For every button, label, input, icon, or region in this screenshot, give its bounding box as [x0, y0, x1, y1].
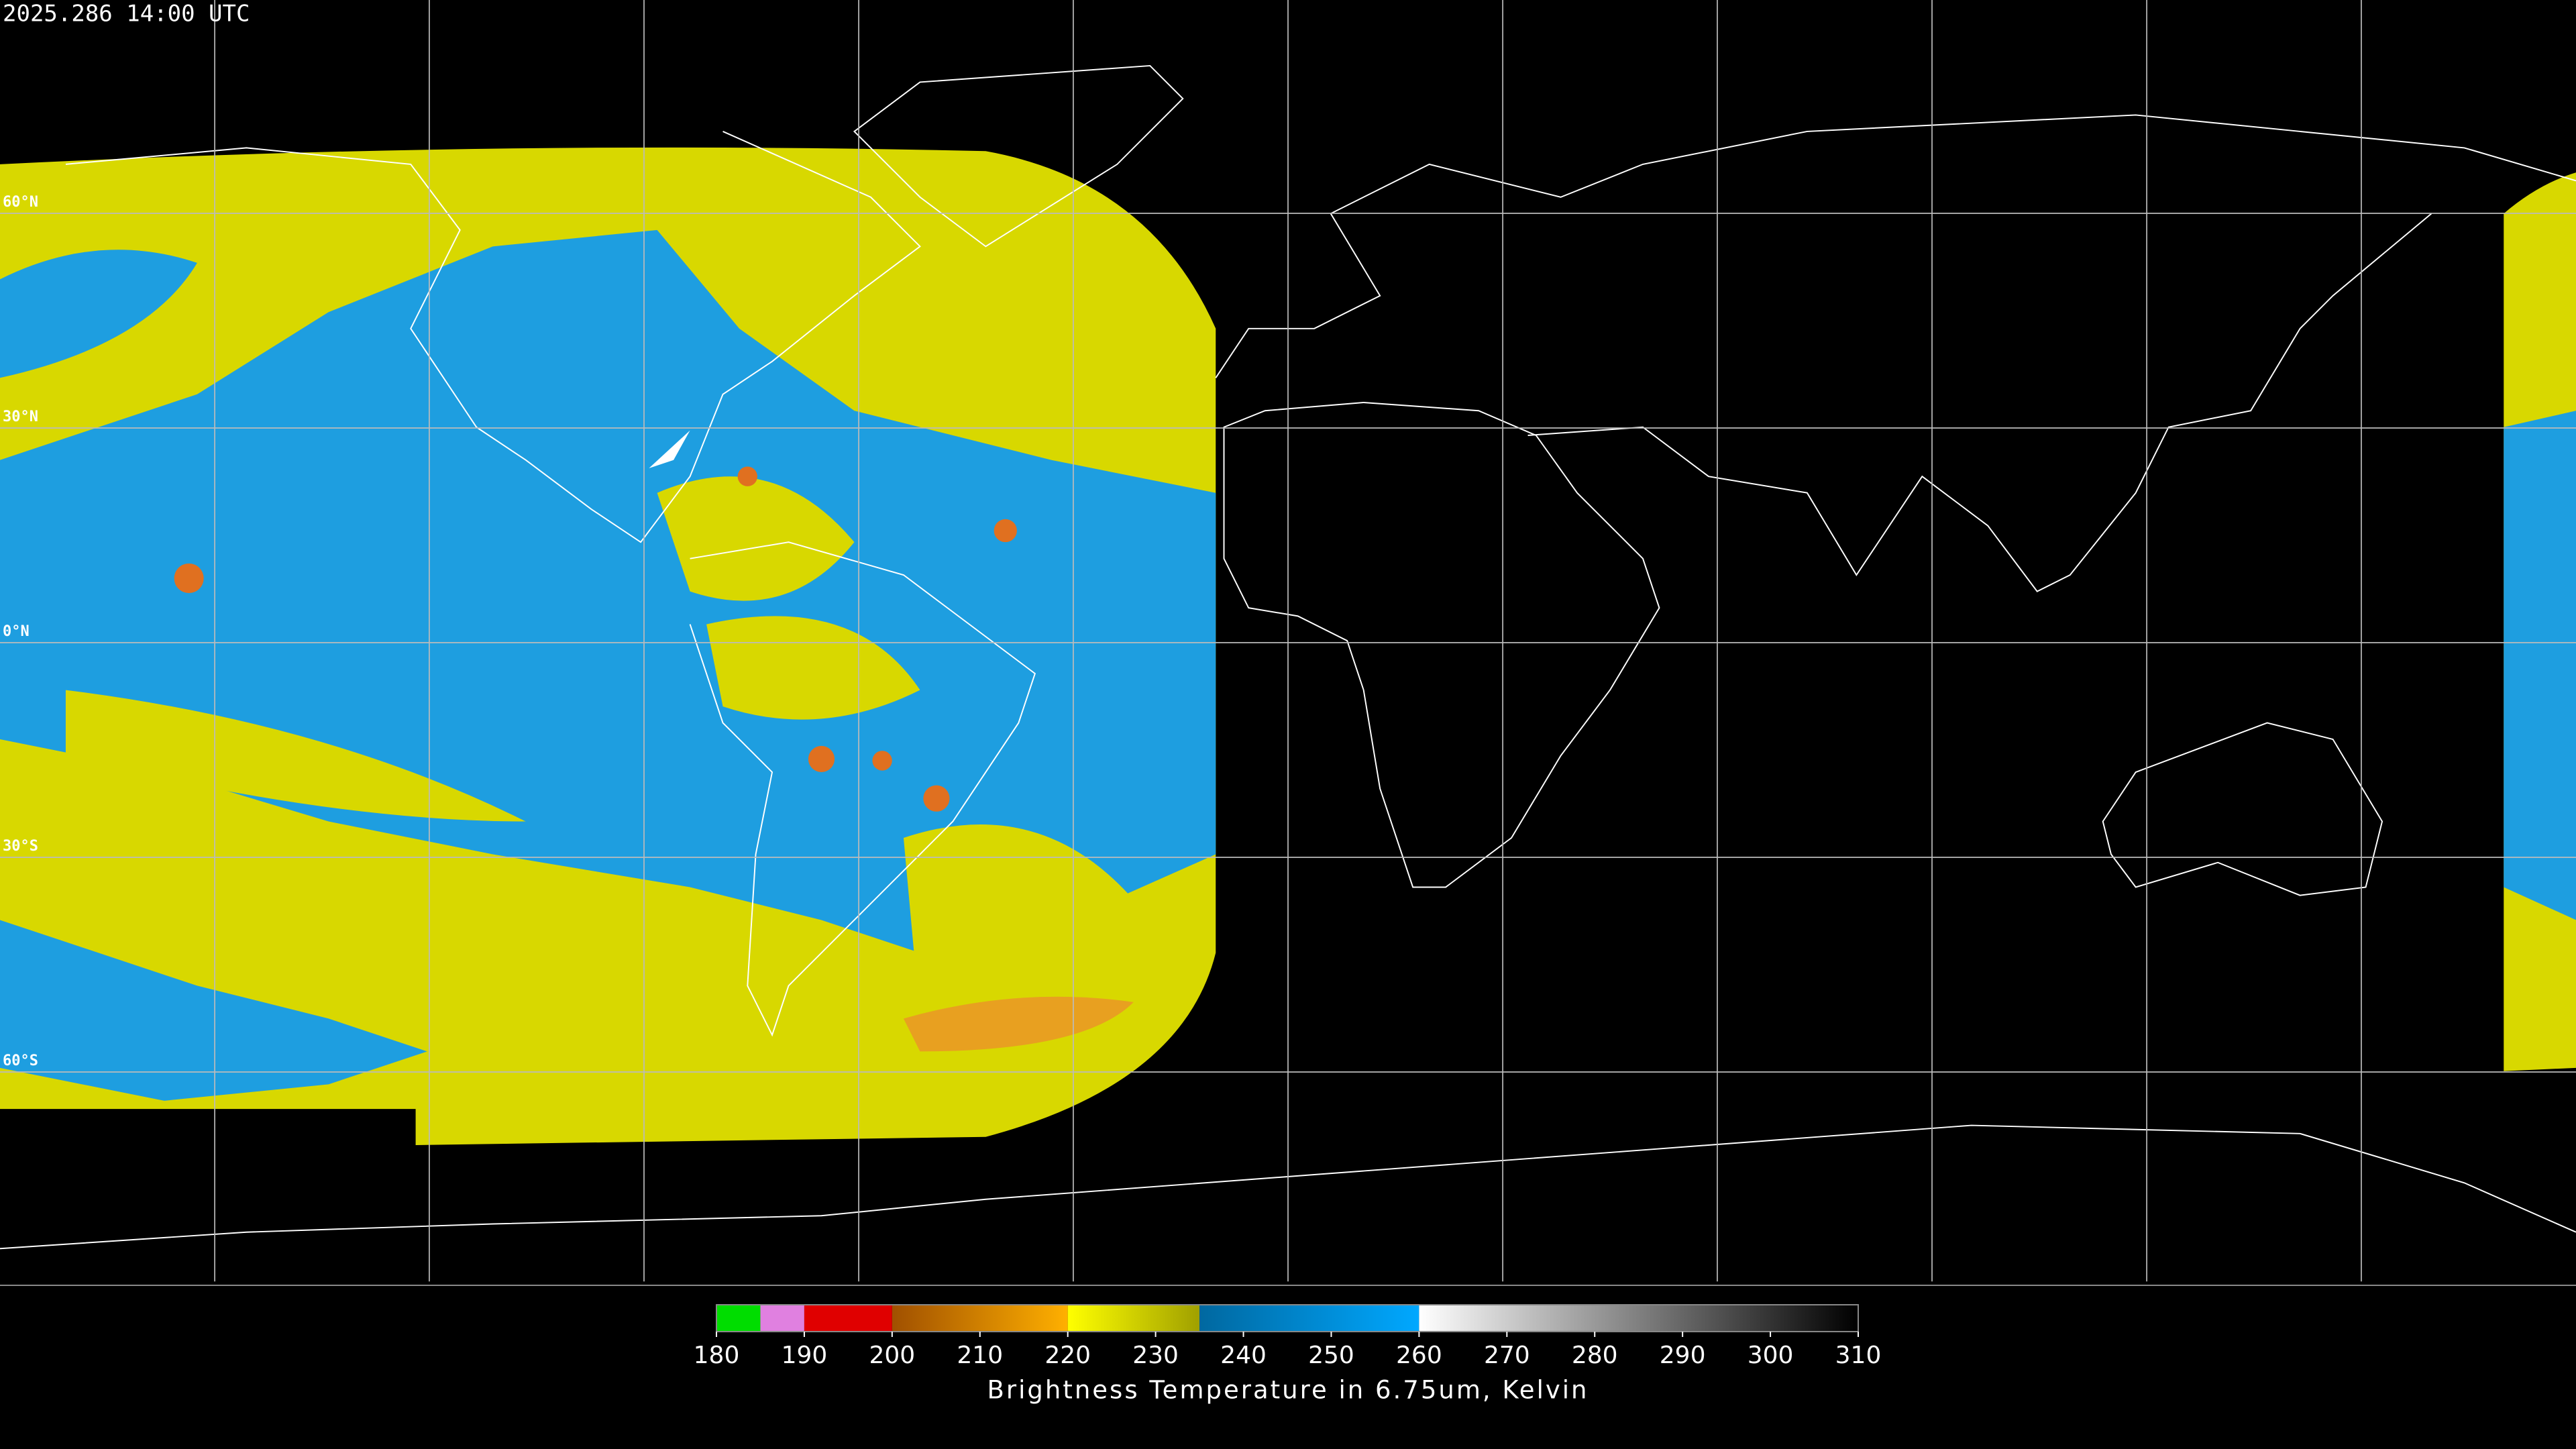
coast-africa — [1223, 402, 1660, 888]
imagery-moist — [0, 920, 427, 1101]
colorbar-tick-label: 310 — [1835, 1342, 1882, 1369]
imagery-dry — [65, 690, 526, 822]
colorbar-tick-label: 220 — [1044, 1342, 1091, 1369]
convection-cell — [872, 751, 892, 771]
coast-north-america — [65, 131, 921, 543]
colorbar-segment — [1419, 1305, 1858, 1332]
colorbar-segment — [892, 1305, 1068, 1332]
colorbar-label: Brightness Temperature in 6.75um, Kelvin — [987, 1376, 1589, 1405]
latitude-label: 0°N — [3, 623, 30, 640]
colorbar-tick-label: 290 — [1660, 1342, 1706, 1369]
coast-eurasia-north — [1215, 114, 2576, 378]
colorbar-segment — [716, 1305, 761, 1332]
colorbar-tick-label: 260 — [1396, 1342, 1442, 1369]
convection — [174, 466, 1017, 812]
latitude-label: 30°S — [3, 838, 38, 855]
colorbar-frame — [716, 1304, 1859, 1332]
latitude-label: 30°N — [3, 409, 38, 425]
colorbar-tick-label: 190 — [782, 1342, 828, 1369]
colorbar-tick-label: 250 — [1308, 1342, 1354, 1369]
coastlines — [0, 64, 2576, 1250]
coast-antarctica — [0, 1124, 2576, 1250]
convection-cell — [923, 785, 950, 812]
colorbar-tick-label: 280 — [1572, 1342, 1618, 1369]
colorbar-tick-label: 230 — [1132, 1342, 1179, 1369]
map — [0, 0, 2576, 1282]
colorbar-tick-label: 300 — [1748, 1342, 1794, 1369]
timestamp: 2025.286 14:00 UTC — [3, 1, 250, 28]
latitude-label: 60°N — [3, 194, 38, 211]
imagery-dry — [920, 319, 1150, 422]
convection-cell — [737, 466, 757, 486]
coast-south-america — [689, 541, 1036, 1037]
imagery-dry — [706, 616, 920, 720]
colorbar-segment — [760, 1305, 804, 1332]
coast-greenland — [853, 64, 1184, 248]
colorbar-tick-label: 240 — [1220, 1342, 1267, 1369]
convection-cell — [994, 519, 1017, 543]
coast-asia-south — [1527, 213, 2432, 592]
convection-cell — [174, 564, 204, 594]
imagery-dry — [657, 476, 855, 601]
convection-cell — [808, 745, 835, 773]
latitude-label: 60°S — [3, 1053, 38, 1069]
colorbar-segment — [1067, 1305, 1200, 1332]
imagery-moist — [2504, 411, 2576, 920]
coast-australia — [2102, 722, 2383, 896]
colorbar-tick-label: 200 — [869, 1342, 915, 1369]
colorbar-tick-label: 270 — [1484, 1342, 1530, 1369]
colorbar-tick-label: 180 — [694, 1342, 740, 1369]
imagery-moist — [0, 250, 197, 378]
colorbar-segment — [1199, 1305, 1419, 1332]
colorbar-tick-label: 210 — [957, 1342, 1003, 1369]
imagery-cold — [903, 996, 1134, 1052]
colorbar-segment — [804, 1305, 892, 1332]
imagery-dry — [903, 824, 1150, 1026]
